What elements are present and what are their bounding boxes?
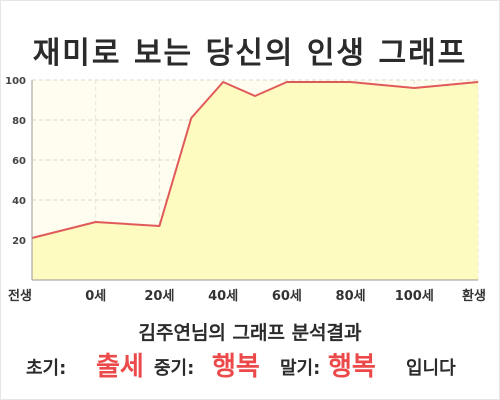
x-tick-label: 60세: [272, 289, 302, 304]
y-tick-label: 100: [5, 76, 26, 87]
x-tick-label: 80세: [336, 289, 366, 304]
middle-label: 중기:: [154, 358, 195, 379]
y-tick-label: 60: [12, 156, 26, 167]
series-line: [31, 81, 479, 239]
x-tick-label: 20세: [144, 289, 174, 304]
chart-title: 재미로 보는 당신의 인생 그래프: [32, 36, 468, 71]
x-tick-label: 환생: [462, 288, 486, 304]
y-tick-labels: 20 40 60 80 100: [5, 76, 26, 247]
y-tick-label: 20: [12, 236, 26, 247]
y-tick-label: 40: [12, 196, 26, 207]
y-tick-label: 80: [12, 116, 26, 127]
early-value: 출세: [96, 352, 144, 382]
analysis-heading: 김주연님의 그래프 분석결과: [138, 322, 362, 344]
series-area: [32, 82, 478, 280]
x-tick-labels: 전생 0세 20세 40세 60세 80세 100세 환생: [8, 288, 486, 304]
x-tick-label: 전생: [8, 288, 32, 304]
x-tick-label: 100세: [395, 289, 434, 304]
middle-value: 행복: [212, 352, 260, 382]
series-layer: [31, 81, 479, 280]
late-value: 행복: [328, 352, 376, 382]
result-suffix: 입니다: [406, 358, 456, 379]
late-label: 말기:: [280, 358, 321, 379]
x-tick-label: 0세: [85, 289, 106, 304]
early-label: 초기:: [26, 358, 67, 379]
analysis-result: 초기: 출세 중기: 행복 말기: 행복 입니다: [0, 346, 500, 386]
axis-layer: [31, 80, 478, 281]
x-tick-label: 40세: [208, 289, 238, 304]
